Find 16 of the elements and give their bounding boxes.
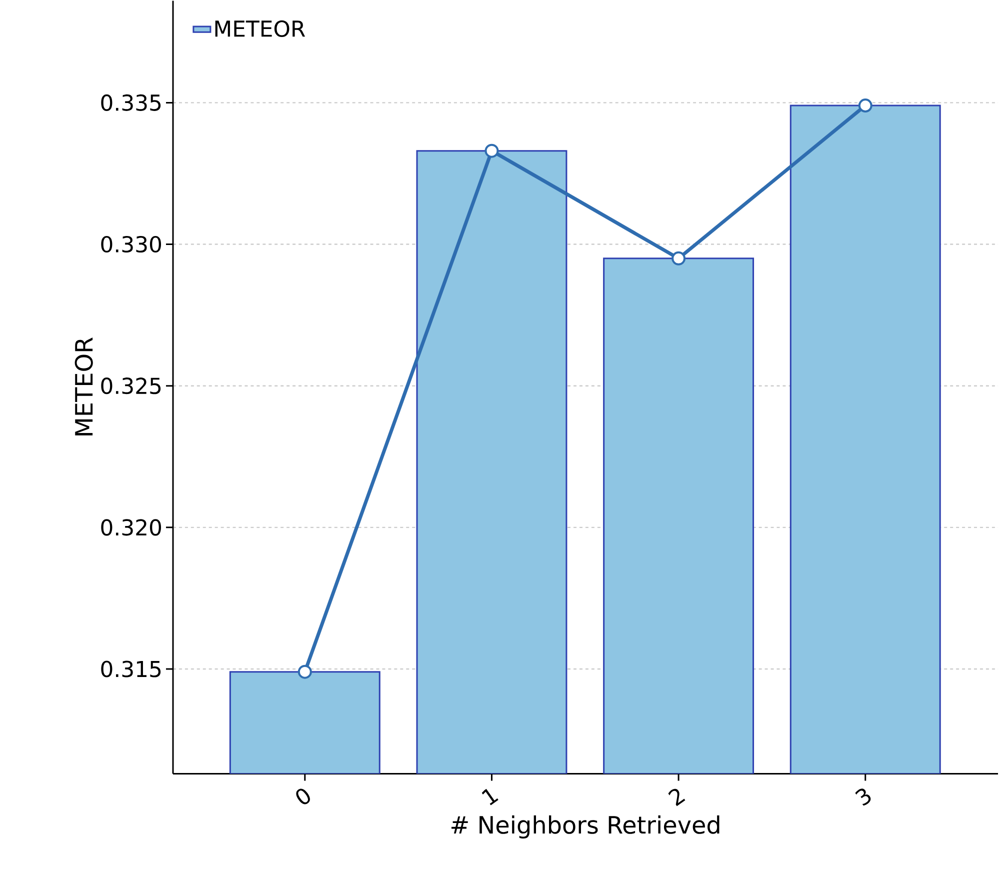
y-tick-label: 0.330 [101,236,162,253]
x-tick-label: 0 [296,788,310,804]
legend-label: METEOR [215,20,306,38]
y-tick-label: 0.335 [101,94,161,112]
y-tick-label: 0.315 [101,660,161,678]
y-axis-title: METEOR [74,338,93,436]
x-axis-title: # Neighbors Retrieved [451,816,720,839]
x-tick-label: 3 [855,788,871,806]
point [672,252,686,266]
x-tick-label: 1 [482,788,498,806]
y-tick-label: 0.320 [101,519,162,536]
y-tick-label: 0.325 [101,378,161,394]
x-tick-label: 2 [668,788,686,806]
point [298,664,312,679]
point [858,98,872,113]
point [484,144,499,158]
